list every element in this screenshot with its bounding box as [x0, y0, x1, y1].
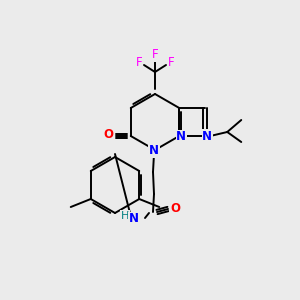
Text: O: O	[170, 202, 180, 214]
Text: H: H	[121, 211, 129, 221]
Text: N: N	[176, 130, 186, 143]
Text: N: N	[202, 130, 212, 142]
Text: F: F	[152, 49, 158, 62]
Text: F: F	[168, 56, 174, 68]
Text: N: N	[149, 145, 159, 158]
Text: F: F	[136, 56, 142, 68]
Text: O: O	[104, 128, 114, 142]
Text: N: N	[129, 212, 139, 226]
